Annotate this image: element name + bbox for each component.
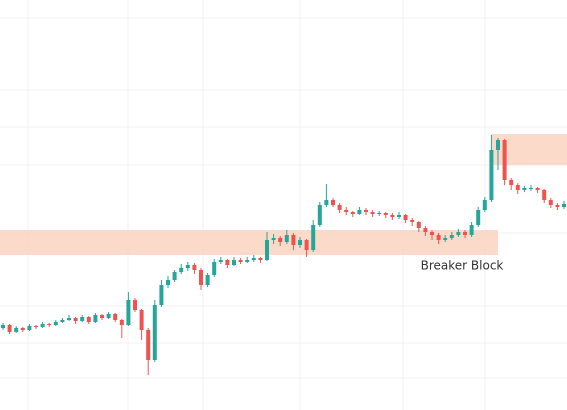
candle-body (159, 285, 164, 305)
candle-body (47, 324, 52, 325)
candle-body (423, 228, 428, 232)
candle-body (185, 265, 190, 268)
candle-body (317, 205, 322, 225)
candle-body (126, 300, 131, 325)
candle-body (113, 314, 118, 320)
candle-body (238, 260, 243, 262)
candle-body (67, 318, 71, 320)
candle-body (370, 212, 375, 214)
candle-body (34, 326, 38, 327)
candle-body (298, 240, 302, 245)
candle-body (535, 188, 540, 190)
candle-body (350, 212, 355, 214)
candle-body (166, 280, 170, 285)
candle-body (324, 200, 329, 205)
candle-body (27, 326, 32, 330)
candle-body (357, 210, 362, 214)
candle-body (311, 225, 316, 250)
candle-body (337, 205, 342, 210)
candle-body (278, 238, 283, 242)
candle-body (205, 275, 210, 285)
candle-body (146, 330, 151, 360)
candle-body (509, 180, 514, 185)
candle-body (60, 320, 65, 322)
candle-body (133, 300, 137, 310)
candle-body (502, 140, 507, 180)
candle-body (218, 260, 223, 262)
candle-body (212, 262, 217, 275)
candle-body (73, 318, 78, 321)
breaker-zone (0, 230, 498, 255)
candle-body (463, 232, 467, 235)
candle-body (430, 232, 434, 235)
candle-body (476, 210, 481, 225)
candle-body (139, 310, 144, 330)
candle-body (364, 210, 368, 212)
candle-body (119, 320, 124, 325)
candle-body (410, 220, 415, 222)
candle-body (1, 325, 5, 328)
candle-body (291, 235, 296, 245)
candle-body (344, 210, 349, 212)
candle-body (284, 235, 289, 242)
candle-body (456, 232, 461, 235)
candle-body (7, 325, 12, 332)
candle-body (100, 315, 104, 318)
annotation: Breaker Block (421, 259, 504, 273)
candle-body (496, 140, 500, 150)
candle-body (251, 258, 256, 260)
candle-body (383, 213, 388, 215)
candle-body (245, 260, 250, 262)
candle-body (562, 204, 566, 207)
candle-body (304, 240, 309, 250)
candle-body (377, 213, 382, 214)
candle-body (152, 305, 157, 360)
candle-body (522, 188, 527, 190)
candle-body (489, 150, 494, 200)
candle-body (225, 260, 230, 265)
candle-body (14, 328, 19, 332)
candle-body (179, 268, 184, 272)
candle-body (172, 272, 177, 280)
candle-body (80, 317, 85, 321)
candle-body (20, 328, 25, 330)
candle-body (192, 265, 197, 270)
candle-body (265, 240, 269, 260)
candle-body (482, 200, 487, 210)
candle-body (397, 215, 401, 217)
candle-body (416, 222, 421, 228)
candle-body (232, 260, 236, 265)
candle-body (40, 324, 45, 327)
candle-body (403, 215, 408, 220)
candle-body (542, 190, 547, 200)
candle-body (443, 238, 448, 240)
candle-body (86, 317, 91, 322)
candle-body (529, 188, 533, 189)
candle-body (436, 235, 441, 240)
candle-body (106, 314, 111, 318)
candle-body (199, 270, 203, 285)
candle-body (555, 205, 560, 207)
candle-body (515, 185, 520, 190)
candle-body (271, 238, 276, 240)
candle-body (258, 258, 263, 260)
candle-body (449, 235, 454, 238)
candle-body (390, 215, 395, 217)
candle-body (331, 200, 335, 205)
candle-body (93, 315, 98, 322)
candle-body (53, 322, 58, 325)
candle-body (548, 200, 553, 205)
candle-body (469, 225, 474, 235)
